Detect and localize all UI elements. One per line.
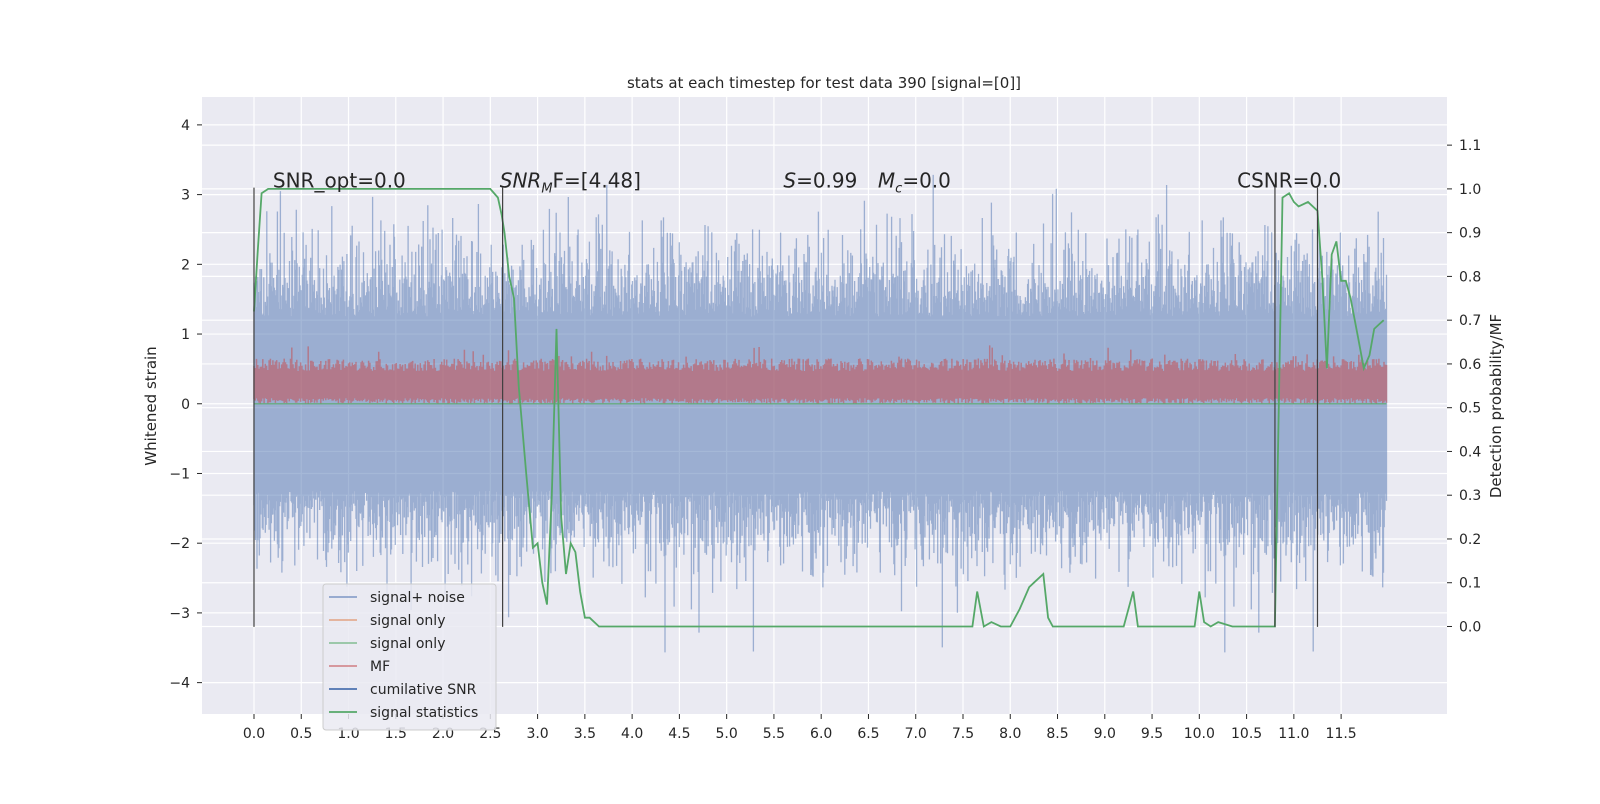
y-tick-label: 2	[181, 257, 190, 273]
y-tick-label: −4	[169, 676, 190, 692]
series-signal-statistics	[253, 187, 1385, 628]
annotation-text: Mc=0.0	[878, 169, 951, 197]
x-tick-label: 4.5	[668, 726, 690, 742]
x-tick-label: 5.5	[763, 726, 785, 742]
legend-label: signal statistics	[370, 705, 478, 721]
x-tick-label: 6.5	[857, 726, 879, 742]
y-axis-label-right: Detection probability/MF	[1487, 314, 1505, 498]
annotation-text: CSNR=0.0	[1237, 169, 1341, 193]
y-right-tick-label: 0.1	[1459, 576, 1481, 592]
x-tick-label: 4.0	[621, 726, 643, 742]
annotation-text: S=0.99	[783, 169, 857, 193]
x-tick-label: 11.5	[1326, 726, 1357, 742]
y-right-tick-label: 1.0	[1459, 182, 1481, 198]
y-tick-label: 4	[181, 118, 190, 134]
x-tick-label: 7.5	[952, 726, 974, 742]
legend-label: MF	[370, 659, 390, 675]
annotation-text: SNRMF=[4.48]	[500, 169, 641, 197]
annotation-text: SNR_opt=0.0	[273, 169, 406, 193]
chart-title: stats at each timestep for test data 390…	[627, 74, 1021, 92]
y-tick-label: 0	[181, 397, 190, 413]
x-tick-label: 9.5	[1141, 726, 1163, 742]
y-right-tick-label: 0.5	[1459, 401, 1481, 417]
annotations: SNR_opt=0.0 SNRMF=[4.48] S=0.99 Mc=0.0 CSNR=…	[273, 169, 1341, 197]
x-tick-label: 11.0	[1278, 726, 1309, 742]
vertical-markers	[253, 187, 1319, 627]
axis-ticks: 0.0 0.5 1.0 1.5 2.0 2.5 3.0 3.5 4.0 4.5 5.0 5.5 6.0 6…	[169, 118, 1481, 742]
signal-statistics-trace	[253, 187, 1385, 628]
y-axis-label: Whitened strain	[142, 346, 160, 465]
x-tick-label: 6.0	[810, 726, 832, 742]
y-right-tick-label: 0.7	[1459, 313, 1481, 329]
x-tick-label: 0.0	[243, 726, 265, 742]
x-tick-label: 3.5	[574, 726, 596, 742]
y-right-tick-label: 0.4	[1459, 444, 1481, 460]
y-right-tick-label: 1.1	[1459, 138, 1481, 154]
x-tick-label: 0.5	[290, 726, 312, 742]
x-tick-label: 3.0	[526, 726, 548, 742]
x-tick-label: 7.0	[905, 726, 927, 742]
x-tick-label: 9.0	[1094, 726, 1116, 742]
x-tick-label: 5.0	[716, 726, 738, 742]
x-tick-label: 10.0	[1184, 726, 1215, 742]
legend-box	[322, 583, 497, 731]
y-right-tick-label: 0.0	[1459, 619, 1481, 635]
y-tick-label: −2	[169, 536, 190, 552]
y-tick-label: 1	[181, 327, 190, 343]
legend-label: cumilative SNR	[370, 682, 477, 698]
x-tick-label: 8.0	[999, 726, 1021, 742]
y-right-tick-label: 0.8	[1459, 269, 1481, 285]
legend-label: signal only	[370, 613, 445, 629]
x-tick-label: 10.5	[1231, 726, 1262, 742]
y-right-tick-label: 0.6	[1459, 357, 1481, 373]
x-tick-label: 8.5	[1046, 726, 1068, 742]
y-right-tick-label: 0.2	[1459, 532, 1481, 548]
y-tick-label: −3	[169, 606, 190, 622]
legend-label: signal+ noise	[370, 590, 465, 606]
y-right-tick-label: 0.9	[1459, 226, 1481, 242]
legend: signal+ noise signal only signal only MF cum…	[322, 583, 497, 731]
y-tick-label: 3	[181, 188, 190, 204]
y-tick-label: −1	[169, 466, 190, 482]
y-right-tick-label: 0.3	[1459, 488, 1481, 504]
legend-label: signal only	[370, 636, 445, 652]
